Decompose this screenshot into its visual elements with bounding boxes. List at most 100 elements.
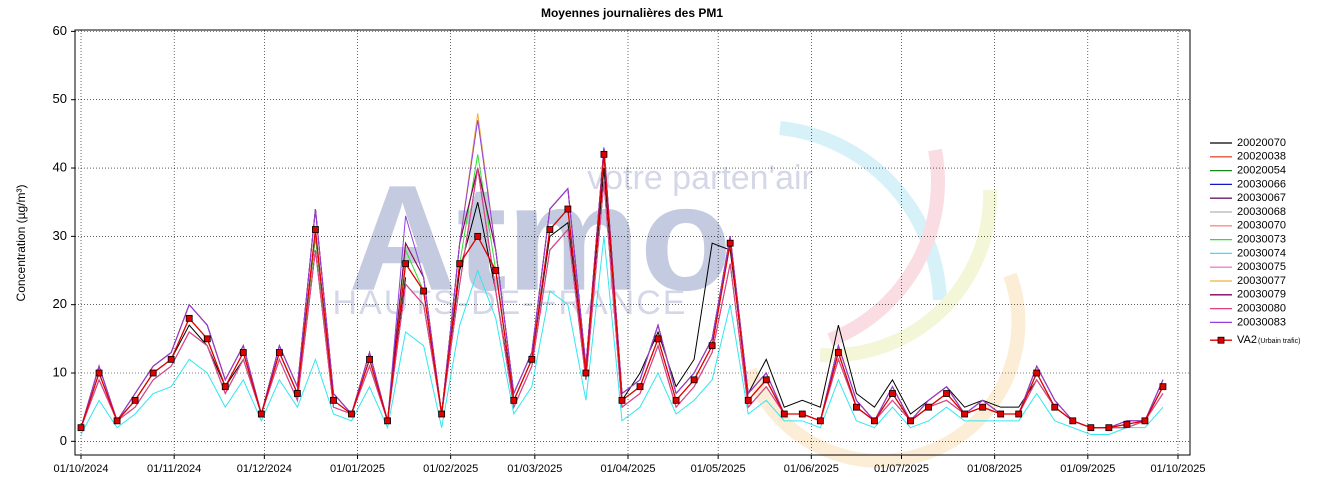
watermark-arc xyxy=(743,272,1026,468)
data-point xyxy=(672,396,680,404)
legend-label: 20030067 xyxy=(1237,192,1286,204)
legend-label: 20030079 xyxy=(1237,289,1286,301)
y-tick-label: 40 xyxy=(53,159,67,174)
x-tick-label: 01/03/2025 xyxy=(507,463,562,475)
legend-suffix: (Urbain trafic) xyxy=(1258,338,1300,345)
data-point xyxy=(221,383,229,391)
data-point xyxy=(654,335,662,343)
data-point xyxy=(798,410,806,418)
data-point xyxy=(384,417,391,425)
data-point xyxy=(726,239,734,247)
y-tick-label: 20 xyxy=(53,296,67,311)
data-point xyxy=(167,355,175,363)
legend-label: 20030070 xyxy=(1237,220,1286,232)
y-axis-label: Concentration (µg/m³) xyxy=(14,185,28,302)
legend-label: VA2 xyxy=(1237,334,1257,346)
x-tick-label: 01/09/2025 xyxy=(1060,463,1115,475)
y-tick-label: 0 xyxy=(60,433,67,448)
legend-label: 20030083 xyxy=(1237,316,1286,328)
data-point xyxy=(582,369,590,377)
data-point xyxy=(1141,417,1149,425)
data-point xyxy=(131,396,139,404)
x-tick-label: 01/10/2025 xyxy=(1150,463,1205,475)
data-point xyxy=(708,342,716,350)
watermark-arc xyxy=(779,121,947,301)
legend-label: 20030068 xyxy=(1237,206,1286,218)
data-point xyxy=(600,150,608,158)
data-point xyxy=(185,314,193,322)
legend-label: 20030077 xyxy=(1237,275,1286,287)
x-tick-label: 01/11/2024 xyxy=(147,463,201,475)
data-point xyxy=(312,226,319,233)
legend-label: 20020054 xyxy=(1237,165,1286,177)
x-tick-label: 01/05/2025 xyxy=(691,463,746,475)
y-tick-label: 10 xyxy=(53,364,67,379)
plot-frame xyxy=(74,29,1191,456)
series-group xyxy=(77,113,1167,436)
x-tick-label: 01/02/2025 xyxy=(423,463,478,475)
watermark-arc xyxy=(827,148,945,347)
data-point xyxy=(528,355,536,363)
legend-marker xyxy=(1217,336,1225,344)
watermark-region: HAUTS-DE-FRANCE xyxy=(333,284,688,322)
data-point xyxy=(690,376,698,384)
data-point xyxy=(1087,424,1095,432)
legend-label: 20030073 xyxy=(1237,234,1286,246)
data-point xyxy=(95,369,103,377)
data-point xyxy=(762,376,770,384)
data-point xyxy=(1033,369,1041,377)
data-point xyxy=(420,287,428,295)
data-point xyxy=(889,390,896,397)
x-tick-label: 01/12/2024 xyxy=(237,463,292,475)
data-point xyxy=(293,390,301,397)
data-point xyxy=(203,335,211,343)
data-point xyxy=(77,424,85,432)
x-tick-label: 01/06/2025 xyxy=(784,463,839,475)
data-point xyxy=(438,410,446,418)
data-point xyxy=(618,396,626,404)
watermark-arc xyxy=(819,189,998,363)
data-point xyxy=(456,260,464,268)
legend-label: 20020070 xyxy=(1237,137,1286,149)
data-point xyxy=(257,410,265,418)
y-tick-label: 50 xyxy=(53,91,67,106)
x-tick-label: 01/07/2025 xyxy=(874,463,929,475)
data-point xyxy=(1015,410,1023,418)
watermark-tagline: votre parten'air xyxy=(587,159,813,197)
data-point xyxy=(997,410,1005,418)
data-point xyxy=(1069,417,1077,425)
data-point xyxy=(492,267,500,274)
x-tick-label: 01/01/2025 xyxy=(330,463,385,475)
legend-label: 20030066 xyxy=(1237,178,1286,190)
data-point xyxy=(330,396,337,404)
chart-title: Moyennes journalières des PM1 xyxy=(541,6,723,20)
x-tick-label: 01/04/2025 xyxy=(600,463,655,475)
data-point xyxy=(149,369,157,377)
data-point xyxy=(1159,383,1167,391)
legend-label: 20030074 xyxy=(1237,247,1286,259)
data-point xyxy=(816,417,824,425)
data-point xyxy=(1123,420,1131,428)
data-point xyxy=(943,390,950,397)
series-line xyxy=(80,236,1164,436)
data-point xyxy=(979,403,987,411)
data-point xyxy=(546,226,554,233)
data-point xyxy=(925,403,932,411)
series-line xyxy=(80,236,334,428)
data-point xyxy=(402,260,409,268)
y-tick-label: 30 xyxy=(53,228,67,243)
y-tick-label: 60 xyxy=(53,23,67,38)
data-point xyxy=(510,396,518,404)
data-point xyxy=(239,349,247,356)
data-point xyxy=(834,349,842,356)
data-point xyxy=(871,417,878,425)
data-point xyxy=(348,410,355,418)
data-point xyxy=(744,396,752,404)
data-point xyxy=(564,205,572,213)
data-point xyxy=(636,383,644,391)
data-point xyxy=(853,403,860,411)
legend-label: 20030080 xyxy=(1237,303,1286,315)
data-point xyxy=(113,417,121,425)
data-point xyxy=(780,410,788,418)
